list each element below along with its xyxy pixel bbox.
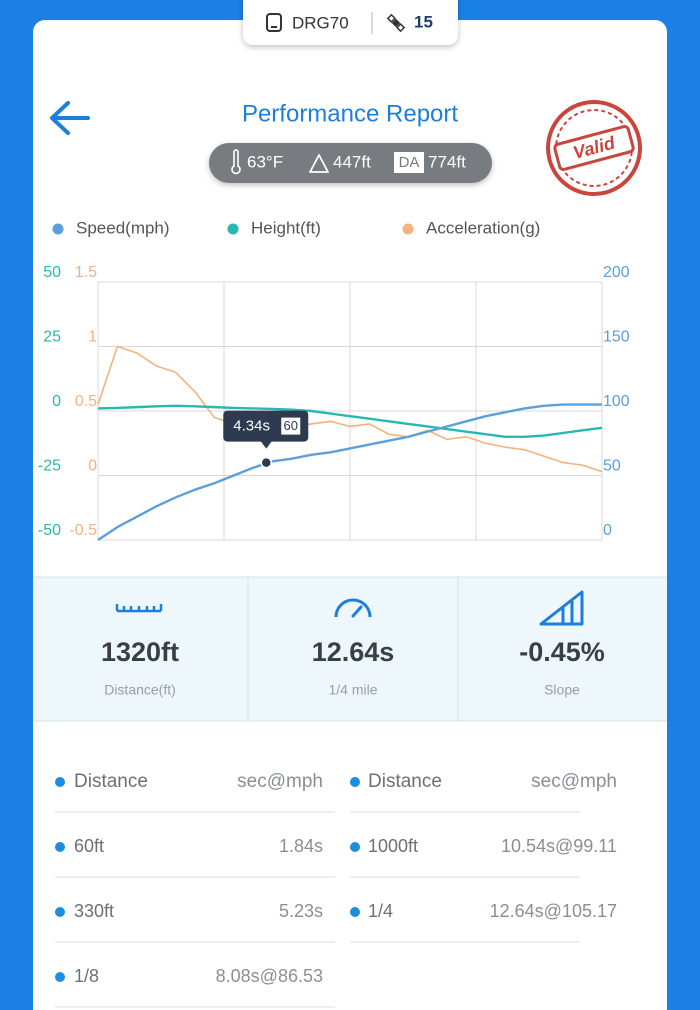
- tooltip-time: 4.34s: [233, 418, 270, 435]
- tooltip-point: [260, 456, 273, 469]
- legend-swatch: [227, 223, 239, 235]
- row-dot: [350, 907, 360, 917]
- stat-label: 1/4 mile: [328, 682, 377, 698]
- splits-table: Distance sec@mph 60ft 1.84s 330ft 5.23s 1/8 8.0…: [55, 771, 617, 1008]
- valid-stamp: Valid: [546, 100, 642, 196]
- satellite-count: 15: [414, 12, 433, 31]
- tick-label: -25: [38, 458, 61, 475]
- legend: Speed(mph) Height(ft) Acceleration(g): [52, 218, 540, 237]
- altitude-icon: [309, 154, 329, 173]
- column-header: sec@mph: [237, 771, 323, 792]
- tooltip-pointer: [260, 440, 273, 449]
- split-name: 1/8: [74, 966, 99, 986]
- row-dot: [55, 777, 65, 787]
- split-value: 12.64s@105.17: [490, 901, 617, 921]
- tick-label: 100: [603, 393, 630, 410]
- back-button[interactable]: [50, 101, 90, 135]
- tick-label: 200: [603, 264, 630, 281]
- da-badge-bg: [394, 152, 424, 173]
- device-name: DRG70: [292, 13, 349, 32]
- slope-icon: [539, 590, 584, 626]
- stat-label: Slope: [544, 682, 580, 698]
- legend-label: Speed(mph): [76, 218, 170, 237]
- thermometer-icon: [231, 149, 241, 175]
- stamp-band: [553, 125, 635, 171]
- tab-bg: [243, 0, 458, 45]
- legend-label: Acceleration(g): [426, 218, 540, 237]
- stamp-ring: [546, 100, 642, 196]
- page-title: Performance Report: [242, 100, 458, 127]
- row-dot: [350, 777, 360, 787]
- density-altitude: 774ft: [428, 152, 466, 171]
- split-value: 1.84s: [279, 836, 323, 856]
- ruler-icon: [115, 604, 163, 613]
- column-header: sec@mph: [531, 771, 617, 792]
- tick-label: -0.5: [69, 522, 97, 539]
- tick-label: 0: [603, 522, 612, 539]
- column-header: Distance: [368, 771, 442, 792]
- device-icon: [266, 13, 282, 32]
- satellite-icon: [386, 13, 406, 33]
- conditions-pill: 63°F 447ft DA 774ft: [209, 143, 492, 183]
- tooltip-speed: 60: [284, 418, 298, 433]
- device-tab[interactable]: DRG70 15: [243, 0, 458, 45]
- tick-label: 25: [43, 329, 61, 346]
- tick-label: 0.5: [75, 393, 97, 410]
- split-name: 330ft: [74, 901, 114, 921]
- row-dot: [55, 907, 65, 917]
- plot-area: 4.34s 60: [97, 281, 603, 541]
- stat-label: Distance(ft): [104, 682, 176, 698]
- tick-label: 1.5: [75, 264, 97, 281]
- tooltip-badge: [281, 417, 301, 435]
- row-dot: [55, 972, 65, 982]
- tick-label: 150: [603, 329, 630, 346]
- stat-value: -0.45%: [519, 637, 605, 667]
- tick-label: 0: [52, 393, 61, 410]
- stats-panel: [33, 576, 667, 722]
- tick-label: -50: [38, 522, 61, 539]
- stat-value: 12.64s: [312, 637, 395, 667]
- tick-label: 0: [88, 458, 97, 475]
- tick-label: 50: [43, 264, 61, 281]
- legend-swatch: [52, 223, 64, 235]
- stat-value: 1320ft: [101, 637, 179, 667]
- series-line: [97, 345, 603, 473]
- back-arrow: [50, 101, 90, 135]
- row-dot: [55, 842, 65, 852]
- legend-label: Height(ft): [251, 218, 321, 237]
- split-value: 8.08s@86.53: [216, 966, 323, 986]
- stats: 1320ft Distance(ft) 12.64s 1/4 mile -0.45% Sl…: [101, 637, 605, 698]
- series-line: [97, 404, 603, 438]
- tick-label: 1: [88, 329, 97, 346]
- gauge-icon: [334, 598, 372, 618]
- row-dot: [350, 842, 360, 852]
- temperature: 63°F: [247, 152, 283, 171]
- split-name: 60ft: [74, 836, 104, 856]
- altitude: 447ft: [333, 152, 371, 171]
- column-header: Distance: [74, 771, 148, 792]
- tick-label: 50: [603, 458, 621, 475]
- split-value: 10.54s@99.11: [501, 836, 617, 856]
- legend-swatch: [402, 223, 414, 235]
- da-badge: DA: [399, 154, 420, 171]
- split-value: 5.23s: [279, 901, 323, 921]
- series-line: [97, 403, 602, 541]
- split-name: 1000ft: [368, 836, 418, 856]
- split-name: 1/4: [368, 901, 393, 921]
- gauge-needle: [351, 605, 363, 618]
